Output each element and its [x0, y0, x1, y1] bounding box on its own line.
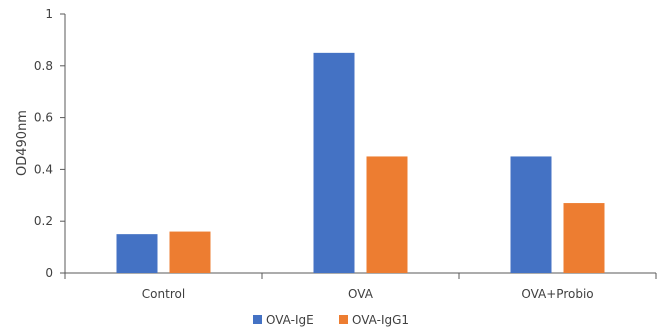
y-tick-label: 0 — [45, 266, 53, 280]
y-tick-label: 0.4 — [34, 162, 53, 176]
bar-ova-igg1-ova-probio — [563, 203, 605, 273]
x-axis: Control OVA OVA+Probio — [64, 272, 657, 301]
y-tick-label: 0.8 — [34, 59, 53, 73]
y-tick-label: 1 — [45, 7, 53, 21]
bar-ova-ige-control — [116, 234, 158, 273]
x-tick-label: OVA+Probio — [521, 287, 593, 301]
x-tick-label: Control — [142, 287, 185, 301]
bar-ova-ige-ova-probio — [510, 156, 552, 273]
x-tick-label: OVA — [348, 287, 374, 301]
bar-ova-igg1-ova — [366, 156, 408, 273]
bar-ova-igg1-control — [169, 231, 211, 273]
y-tick-label: 0.6 — [34, 111, 53, 125]
y-axis: 0 0.2 0.4 0.6 0.8 1 — [34, 7, 66, 280]
bars — [116, 52, 605, 273]
y-axis-title: OD490nm — [15, 110, 30, 176]
y-tick-label: 0.2 — [34, 214, 53, 228]
legend-swatch — [253, 315, 262, 324]
legend-swatch — [339, 315, 348, 324]
legend-label: OVA-IgG1 — [352, 313, 409, 327]
legend: OVA-IgE OVA-IgG1 — [253, 313, 409, 327]
legend-label: OVA-IgE — [266, 313, 314, 327]
bar-ova-ige-ova — [313, 52, 355, 273]
